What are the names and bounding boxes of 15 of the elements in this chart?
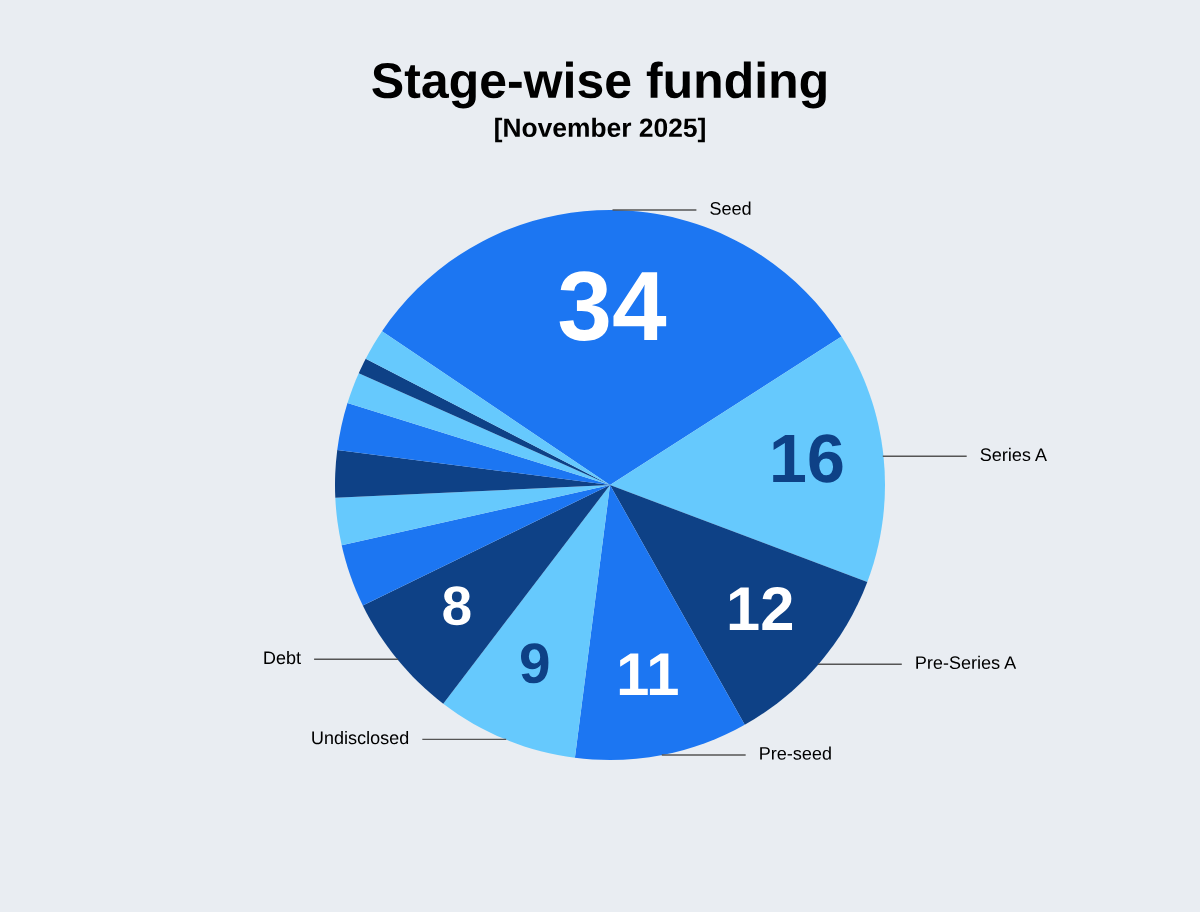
slice-label: Debt: [264, 650, 301, 665]
pie-slice: [443, 485, 610, 758]
slice-label: Undisclosed: [312, 730, 409, 745]
slice-label: Pre-Series A: [916, 655, 1017, 670]
chart-title: Stage-wise funding: [372, 61, 826, 109]
slice-label: Series A: [980, 447, 1047, 462]
data-label: 16: [773, 434, 843, 483]
chart-subtitle: [November 2025]: [495, 117, 705, 143]
data-label: 8: [443, 586, 471, 626]
slice-label: Seed: [710, 201, 751, 215]
data-label: 11: [619, 653, 678, 695]
data-label: 12: [729, 586, 793, 630]
slice-label: Pre-seed: [760, 746, 831, 760]
data-label: 9: [520, 643, 549, 684]
data-label: 34: [559, 271, 667, 342]
